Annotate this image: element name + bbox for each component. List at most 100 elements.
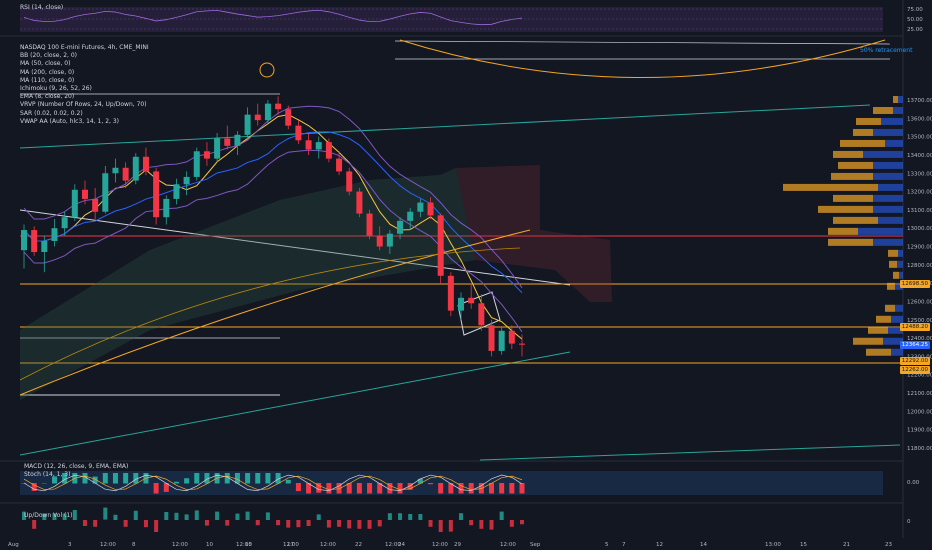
volume-bar [62,513,67,520]
macd-bar [499,483,505,494]
volume-bar [204,520,209,526]
volume-bar [215,511,220,520]
price-tag: 12292.00 [899,357,930,365]
trend-line-upper[interactable] [19,104,871,149]
macd-bar [377,483,383,494]
macd-bar [31,483,37,491]
vp-down [893,96,898,103]
chart-title: NASDAQ 100 E-mini Futures, 4h, CME_MINI [20,44,149,51]
time-tick: 15 [800,542,807,548]
volume-bar [448,520,453,532]
time-tick: Aug [8,542,19,548]
time-tick: 12:00 [385,542,401,548]
volume-bar [398,513,403,520]
time-tick: 14 [700,542,707,548]
volume-bar [22,511,26,520]
candle-body [122,167,129,181]
price-tick: 12900.00 [907,245,932,251]
rsi-tick: 25.00 [907,27,923,33]
candle-body [397,220,404,234]
vp-down [828,227,858,235]
vp-down [885,304,895,312]
trend-drawings[interactable] [19,39,903,461]
price-tick: 13700.00 [907,98,932,104]
candle-body [356,191,363,214]
macd-bar [92,476,98,484]
candle-body [376,235,383,247]
trend-line-lower[interactable] [19,351,571,456]
price-tick: 13500.00 [907,135,932,141]
stoch-d [23,475,523,491]
trend-line-channel[interactable] [19,209,571,286]
stoch-label: Stoch (14, 1, 3) [24,471,71,478]
volume-bar [93,520,98,527]
macd-bar [204,473,210,484]
vp-up [895,282,903,290]
volume-bar [428,520,433,527]
volume-bar [255,520,260,526]
candle-body [102,173,109,212]
candle-body [305,140,312,150]
macd-bar [387,483,393,494]
flag-channel[interactable] [457,291,501,336]
ma-50-line [23,131,523,294]
candle-body [31,230,38,253]
price-tick: 13100.00 [907,208,932,214]
fib-line[interactable] [394,40,891,45]
macd-bar [224,473,230,484]
candle-body [427,202,434,216]
time-tick: 5 [605,542,609,548]
time-tick: 13:00 [765,542,781,548]
arc-drawing[interactable] [399,39,886,78]
price-tick: 13600.00 [907,116,932,122]
volume-bar [520,520,524,525]
candle-body [163,198,170,218]
volume-bar [123,520,128,527]
time-tick: 12:00 [500,542,516,548]
price-tick: 11900.00 [907,428,932,434]
vp-down [783,183,878,191]
macd-bar [153,483,159,494]
macd-bar [245,473,251,484]
volume-bar [377,520,382,527]
vp-down [838,161,873,169]
candle-body [244,114,251,135]
candle-body [142,156,149,172]
vp-down [889,260,897,268]
vp-down [888,249,898,257]
time-tick: 12:00 [320,542,336,548]
time-tick: 12 [656,542,663,548]
vp-up [873,161,903,169]
vp-up [878,183,903,191]
candle-body [153,171,160,218]
vp-down [828,238,873,246]
macd-bar [123,473,129,484]
indicator-item: SAR (0.02, 0.02, 0.2) [20,109,83,117]
vp-up [898,96,903,103]
indicator-item: MA (50, close, 0) [20,60,71,68]
volume-bar [387,513,392,520]
candle-body [325,142,332,159]
circle-marker[interactable] [259,62,275,78]
macd-bar [489,483,495,494]
rsi-tick: 75.00 [907,7,923,13]
candle-body [21,230,27,251]
rsi-series [23,9,523,26]
volume-bar [347,520,352,529]
macd-bar [306,483,312,494]
trend-line-bottom[interactable] [479,444,901,461]
price-tag: 12262.00 [899,366,930,374]
vp-down [818,205,873,213]
volume-profile [783,96,903,356]
macd-histogram [21,473,525,494]
candle-body [224,138,231,146]
volume-bar [316,514,321,520]
macd-bar [519,483,525,494]
price-tick: 11800.00 [907,446,932,452]
volume-bar [306,520,311,526]
time-tick: 21 [843,542,850,548]
time-tick: 12:00 [432,542,448,548]
